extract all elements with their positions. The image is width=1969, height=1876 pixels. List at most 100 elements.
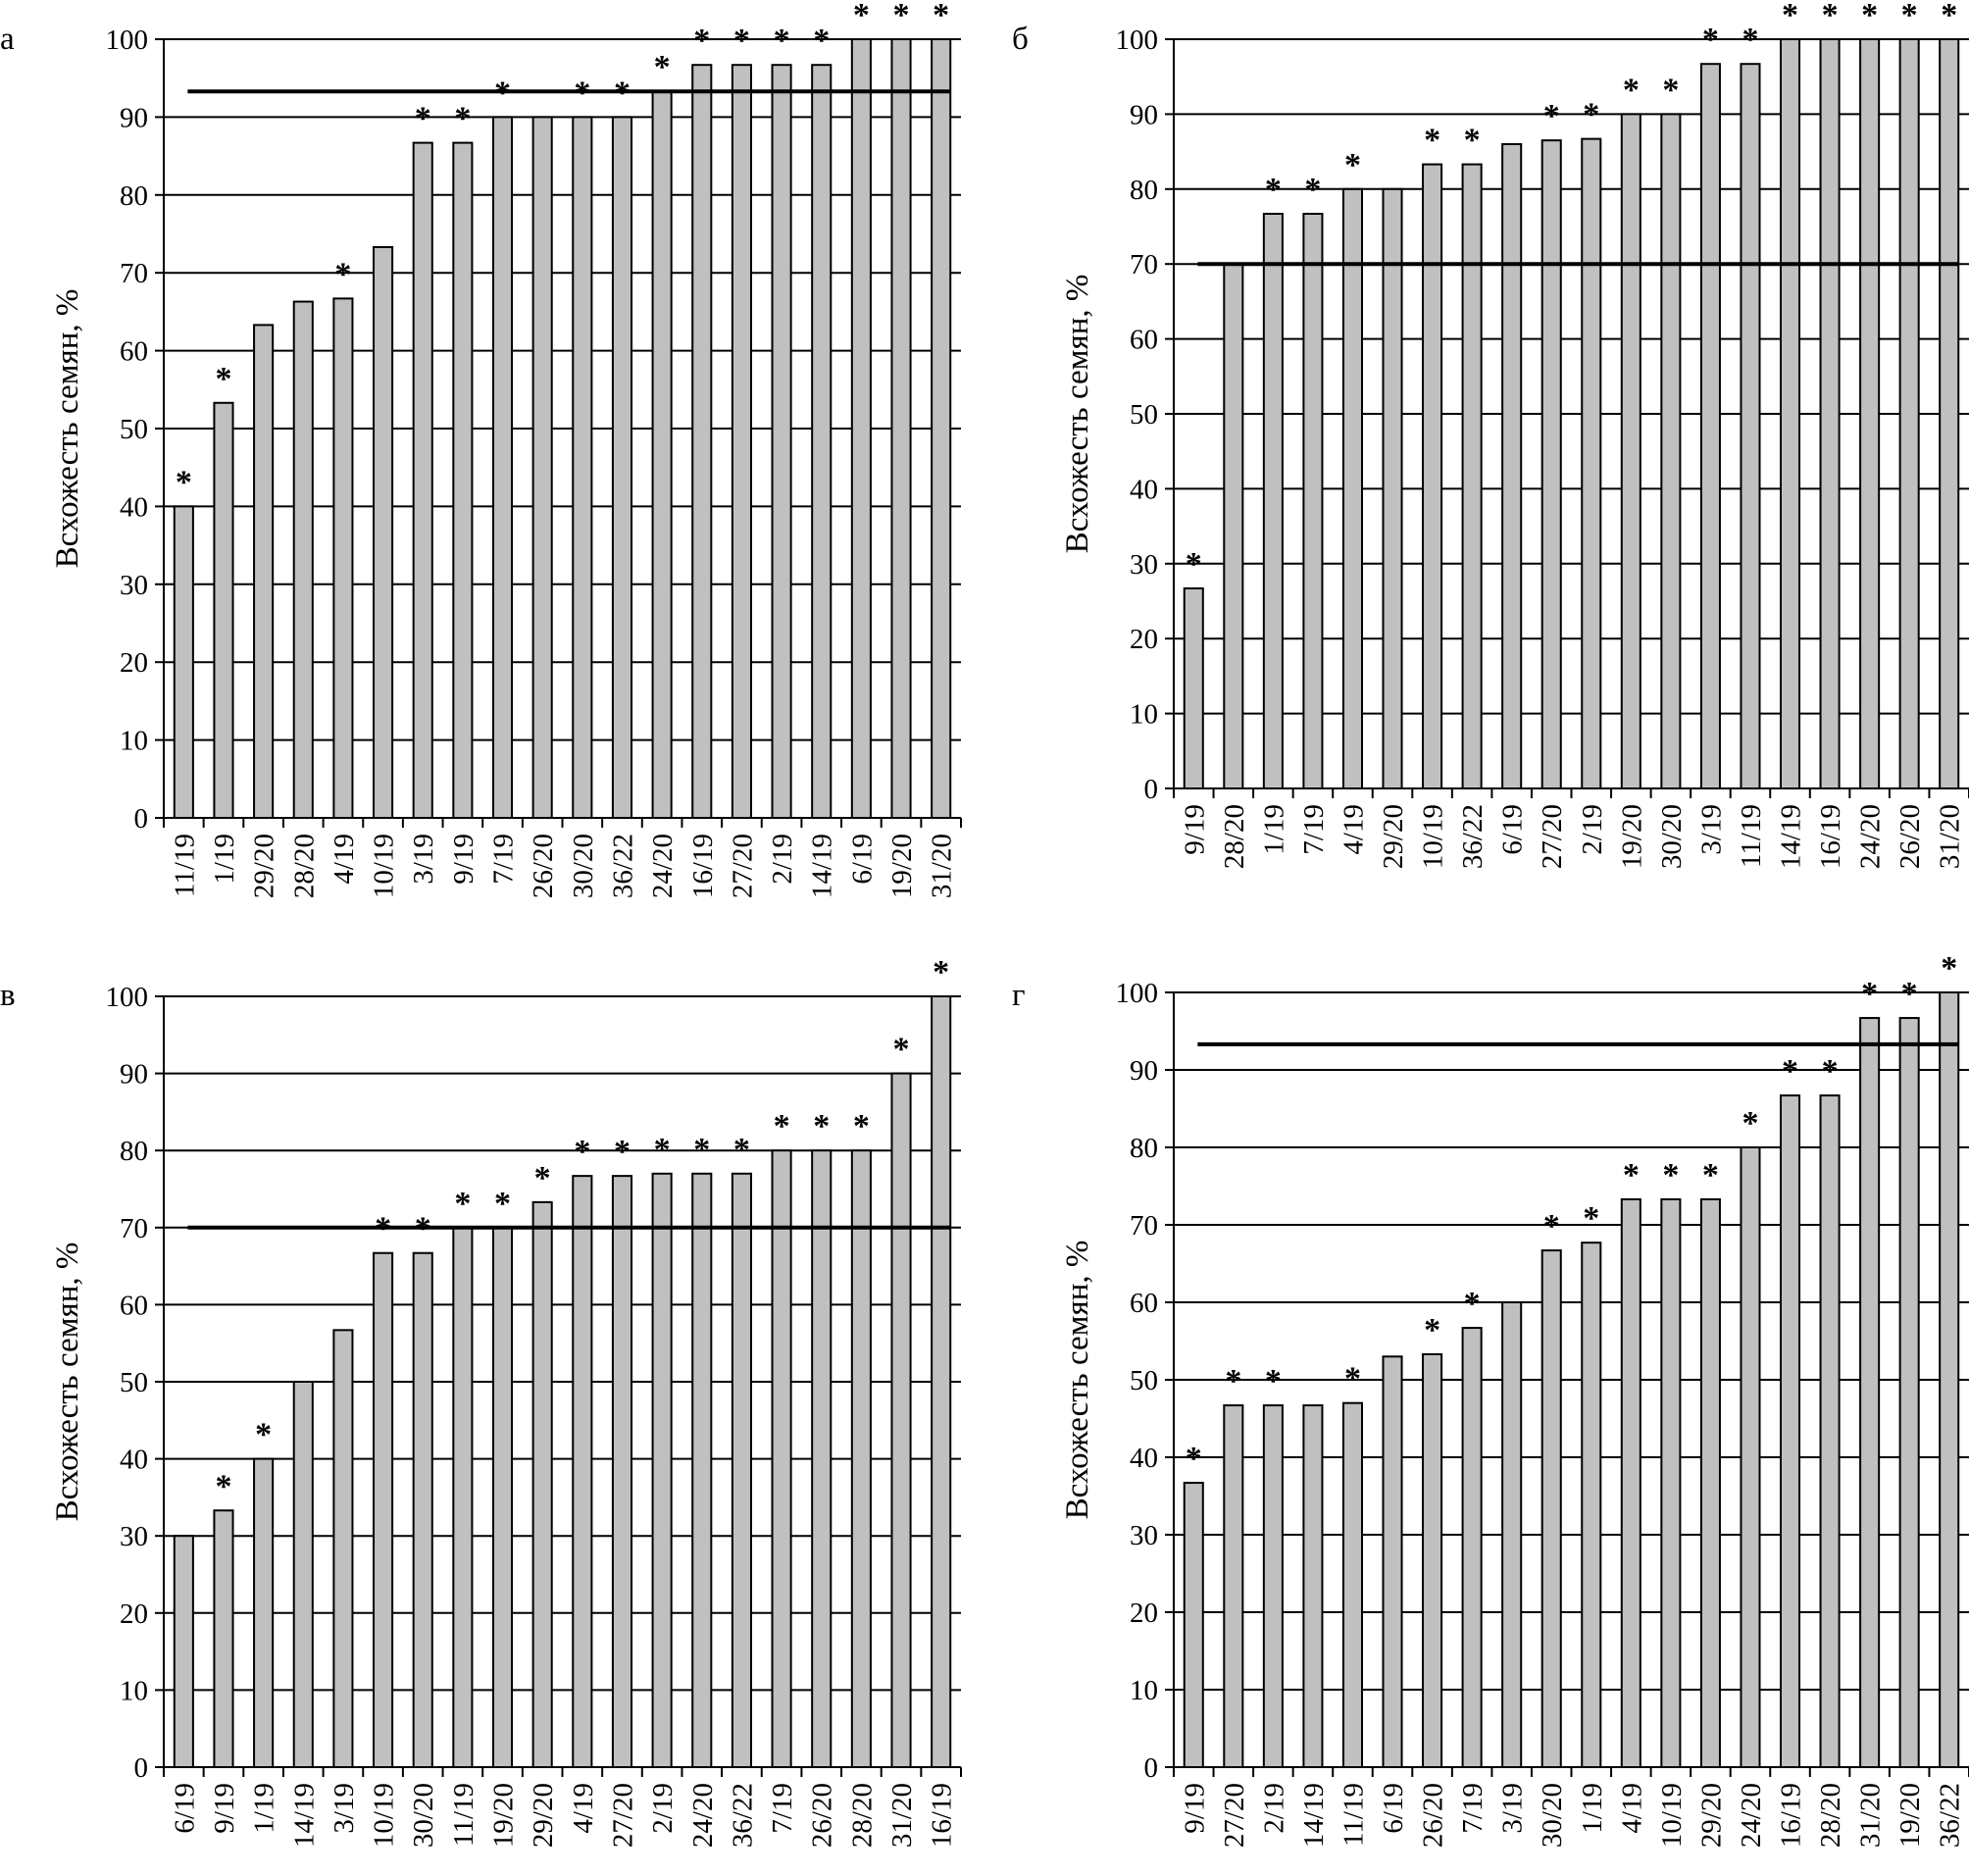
panel-2-bar — [1223, 263, 1244, 789]
panel-3-bar — [292, 1381, 314, 1768]
panel-4-ytick-label: 10 — [1130, 1675, 1158, 1706]
panel-3-bar — [332, 1329, 354, 1768]
panel-1-bar — [253, 324, 275, 819]
panel-1-category-label: 19/20 — [886, 834, 918, 898]
panel-3-bar — [850, 1149, 872, 1768]
panel-3-category-label: 28/20 — [846, 1783, 878, 1848]
panel-4-label: г — [1012, 978, 1026, 1013]
panel-4-category-label: 28/20 — [1815, 1783, 1846, 1848]
panel-2-significance-mark: * — [1543, 98, 1560, 134]
panel-2-category-label: 2/19 — [1577, 804, 1608, 855]
panel-1-bar — [412, 141, 433, 820]
panel-3-category-label: 1/19 — [249, 1783, 280, 1834]
panel-3-bar — [572, 1175, 593, 1768]
panel-3-bar — [771, 1149, 792, 1768]
panel-1-bar — [611, 116, 633, 819]
panel-2-ytick-label: 50 — [1130, 399, 1158, 431]
panel-3-bar — [731, 1172, 752, 1768]
panel-4-category-label: 24/20 — [1736, 1783, 1767, 1848]
panel-4-category-label: 3/19 — [1497, 1783, 1529, 1834]
panel-3-ytick-label: 30 — [120, 1521, 148, 1552]
panel-2-bar — [1183, 587, 1204, 790]
panel-2-bar — [1540, 139, 1562, 789]
panel-3-bar — [531, 1200, 553, 1769]
panel-4-significance-mark: * — [1464, 1286, 1481, 1322]
panel-2-significance-mark: * — [1623, 72, 1640, 108]
panel-3-ytick-label: 70 — [120, 1213, 148, 1244]
panel-1-category-label: 6/19 — [846, 834, 878, 885]
panel-1-significance-mark: * — [334, 256, 351, 292]
panel-2-category-label: 7/19 — [1298, 804, 1330, 855]
panel-2-category-label: 10/19 — [1418, 804, 1449, 869]
panel-3-significance-mark: * — [853, 1108, 870, 1144]
panel-4-bar — [1501, 1301, 1523, 1768]
panel-1-category-label: 29/20 — [249, 834, 280, 898]
panel-3-category-label: 26/20 — [807, 1783, 838, 1848]
panel-1-ytick-label: 60 — [120, 336, 148, 368]
panel-2-category-label: 27/20 — [1537, 804, 1568, 869]
panel-2-bar — [1262, 213, 1284, 789]
panel-2-category-label: 1/19 — [1258, 804, 1289, 855]
panel-1-ytick-label: 100 — [106, 25, 149, 56]
panel-1-ytick-label: 70 — [120, 258, 148, 289]
panel-1-bar — [452, 141, 474, 820]
panel-2-category-label: 11/19 — [1736, 804, 1767, 868]
panel-3-bar — [811, 1149, 833, 1768]
panel-1-ytick-label: 0 — [134, 803, 149, 835]
panel-4-significance-mark: * — [1901, 976, 1918, 1012]
panel-3-significance-mark: * — [534, 1160, 551, 1196]
panel-3-category-label: 9/19 — [209, 1783, 240, 1834]
panel-4-bar — [1581, 1242, 1602, 1769]
panel-2-significance-mark: * — [1782, 0, 1798, 33]
panel-2-significance-mark: * — [1662, 72, 1679, 108]
panel-3-significance-mark: * — [574, 1134, 590, 1170]
panel-1-ytick-label: 20 — [120, 647, 148, 679]
panel-2-ytick-label: 70 — [1130, 249, 1158, 280]
panel-4-ytick-label: 50 — [1130, 1365, 1158, 1396]
panel-1-category-label: 9/19 — [448, 834, 480, 885]
panel-1-category-label: 27/20 — [727, 834, 758, 898]
panel-4-significance-mark: * — [1782, 1053, 1798, 1090]
panel-4-category-label: 31/20 — [1855, 1783, 1887, 1848]
panel-1-category-label: 31/20 — [927, 834, 958, 898]
panel-4-category-label: 4/19 — [1616, 1783, 1647, 1834]
panel-3-bar — [491, 1226, 514, 1769]
panel-4-significance-mark: * — [1861, 976, 1878, 1012]
panel-4-category-label: 29/20 — [1695, 1783, 1727, 1848]
panel-3-label: в — [0, 978, 16, 1013]
panel-2-significance-mark: * — [1861, 0, 1878, 33]
panel-2-ytick-label: 30 — [1130, 549, 1158, 581]
panel-4-category-label: 19/20 — [1894, 1783, 1926, 1848]
panel-2-significance-mark: * — [1464, 123, 1481, 159]
panel-1-category-label: 11/19 — [169, 834, 200, 897]
panel-4-category-label: 10/19 — [1656, 1783, 1688, 1848]
panel-1-significance-mark: * — [176, 464, 192, 500]
panel-3-significance-mark: * — [454, 1186, 471, 1222]
panel-2-bar — [1898, 38, 1920, 789]
panel-3-y-axis-label: Всхожесть семян, % — [50, 1242, 85, 1522]
panel-4-significance-mark: * — [1623, 1157, 1640, 1193]
panel-2-category-label: 36/22 — [1457, 804, 1489, 869]
panel-3-bar — [253, 1457, 275, 1768]
panel-3-bar — [651, 1172, 673, 1768]
panel-2-significance-mark: * — [1304, 172, 1321, 208]
panel-1-significance-mark: * — [415, 101, 431, 137]
panel-2-significance-mark: * — [1901, 0, 1918, 33]
panel-3-ytick-label: 100 — [106, 982, 149, 1013]
panel-2-significance-mark: * — [1265, 172, 1282, 208]
panel-2-category-label: 6/19 — [1497, 804, 1529, 855]
panel-1-ytick-label: 40 — [120, 491, 148, 523]
panel-3-category-label: 29/20 — [528, 1783, 559, 1848]
panel-4-bar — [1461, 1327, 1483, 1768]
panel-3-ytick-label: 20 — [120, 1598, 148, 1630]
panel-3-category-label: 7/19 — [767, 1783, 798, 1834]
panel-4-bar — [1382, 1355, 1403, 1769]
panel-1-category-label: 4/19 — [328, 834, 360, 885]
panel-2-category-label: 29/20 — [1378, 804, 1409, 869]
panel-3-bar — [890, 1072, 912, 1768]
panel-1-significance-mark: * — [733, 23, 750, 59]
panel-3-significance-mark: * — [733, 1132, 750, 1168]
panel-1-ytick-label: 80 — [120, 180, 148, 212]
panel-3-ytick-label: 40 — [120, 1445, 148, 1476]
panel-4-bar — [1183, 1482, 1204, 1768]
